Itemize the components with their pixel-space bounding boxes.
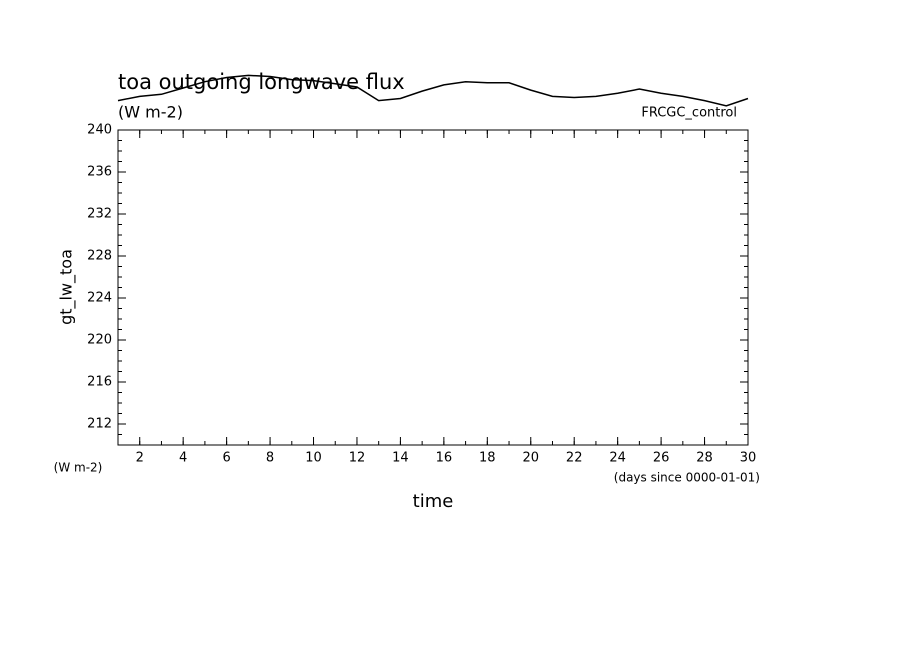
x-tick-label: 14 [392,451,409,466]
x-tick-label: 16 [436,451,453,466]
plot-frame [117,129,749,446]
y-tick-label: 232 [87,207,112,222]
x-tick-label: 12 [349,451,366,466]
x-tick-label: 28 [696,451,713,466]
y-tick-label: 224 [87,291,112,306]
x-tick-label: 24 [609,451,626,466]
data-line [117,74,749,107]
x-tick-label: 6 [222,451,230,466]
chart-title: toa outgoing longwave flux [118,70,405,94]
x-tick-label: 4 [179,451,187,466]
x-tick-label: 10 [305,451,322,466]
y-tick-label: 220 [87,333,112,348]
x-tick-label: 26 [653,451,670,466]
y-tick-label: 212 [87,417,112,432]
x-unit: (days since 0000-01-01) [614,471,760,485]
x-tick-label: 22 [566,451,583,466]
x-tick-label: 20 [522,451,539,466]
y-axis-label: gt_lw_toa [57,249,77,325]
y-tick-label: 240 [87,123,112,138]
x-tick-label: 18 [479,451,496,466]
chart-subtitle: (W m-2) [118,103,183,122]
y-tick-label: 216 [87,375,112,390]
y-unit: (W m-2) [54,461,103,475]
y-tick-label: 236 [87,165,112,180]
y-tick-label: 228 [87,249,112,264]
annotation: FRCGC_control [641,106,737,121]
x-tick-label: 8 [266,451,274,466]
x-tick-label: 30 [740,451,757,466]
x-axis-label: time [413,491,454,512]
x-tick-label: 2 [136,451,144,466]
